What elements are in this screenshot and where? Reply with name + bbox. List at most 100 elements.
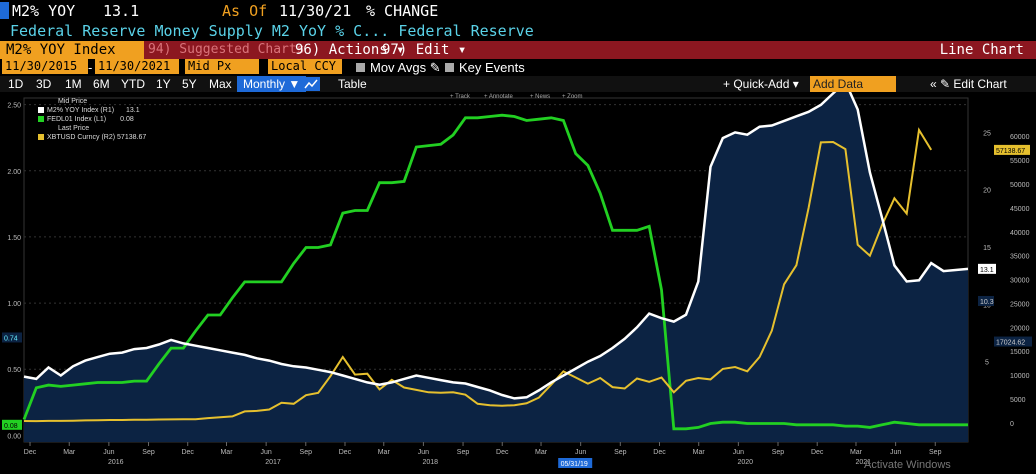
legend-swatch bbox=[38, 134, 44, 141]
period-3d[interactable]: 3D bbox=[36, 77, 52, 91]
x-month-label: Jun bbox=[260, 449, 271, 456]
right2-tick-label: 60000 bbox=[1010, 134, 1030, 141]
end-date-field[interactable]: 11/30/2021 bbox=[95, 59, 179, 74]
right2-tick-label: 40000 bbox=[1010, 230, 1030, 237]
x-month-label: Sep bbox=[614, 449, 627, 456]
fed-last-tag: 0.08 bbox=[2, 419, 22, 430]
left-marker-tag-text: 0.74 bbox=[4, 335, 18, 342]
legend-header-mid: Mid Price bbox=[58, 98, 88, 105]
currency-select[interactable]: Local CCY bbox=[268, 59, 342, 74]
x-year-label: 2017 bbox=[265, 459, 281, 466]
right2-tick-label: 25000 bbox=[1010, 301, 1030, 308]
right2-tick-label: 15000 bbox=[1010, 349, 1030, 356]
x-month-label: Mar bbox=[850, 449, 863, 456]
chart-tool-news: + News bbox=[530, 94, 550, 100]
left-tick-label: 1.00 bbox=[7, 301, 21, 308]
legend: Mid Price M2% YOY Index (R1) 13.1 FEDL01… bbox=[38, 97, 146, 142]
quick-add-button[interactable]: + Quick-Add ▾ bbox=[723, 77, 799, 91]
x-month-label: Jun bbox=[103, 449, 114, 456]
add-data-input[interactable]: Add Data bbox=[810, 76, 896, 92]
period-bar: 1D 3D 1M 6M YTD 1Y 5Y Max Monthly ▼ Tabl… bbox=[0, 76, 1036, 92]
security-field[interactable]: M2% YOY Index bbox=[0, 41, 144, 59]
x-month-label: Sep bbox=[772, 449, 785, 456]
checkbox-icon bbox=[356, 63, 365, 72]
table-button[interactable]: Table bbox=[338, 77, 367, 91]
start-date-field[interactable]: 11/30/2015 bbox=[2, 59, 88, 74]
as-of-label: As Of bbox=[222, 2, 268, 20]
right2-tick-label: 30000 bbox=[1010, 278, 1030, 285]
left-marker-tag: 0.74 bbox=[2, 332, 22, 343]
line-chart-toggle[interactable] bbox=[302, 77, 320, 91]
series-line-fed bbox=[22, 113, 968, 431]
x-month-label: Dec bbox=[653, 449, 666, 456]
series-line-m2 bbox=[23, 92, 969, 400]
x-year-label: 2018 bbox=[423, 459, 439, 466]
crosshair-date-bg bbox=[558, 458, 593, 468]
left-tick-label: 0.00 bbox=[7, 433, 21, 440]
security-description: Federal Reserve Money Supply M2 YoY % C.… bbox=[10, 22, 534, 40]
chart-tool-annotate: + Annotate bbox=[484, 94, 514, 100]
left-tick-label: 2.50 bbox=[7, 103, 21, 110]
x-month-label: Dec bbox=[339, 449, 352, 456]
period-1y[interactable]: 1Y bbox=[156, 77, 171, 91]
legend-item-fed: FEDL01 Index (L1) 0.08 bbox=[38, 115, 146, 124]
x-month-label: Jun bbox=[733, 449, 744, 456]
fed-last-tag-bg bbox=[2, 419, 22, 430]
x-month-label: Jun bbox=[890, 449, 901, 456]
r1-marker-tag-text: 10.3 bbox=[980, 299, 994, 306]
checkbox-icon bbox=[445, 63, 454, 72]
chart-tool-zoom: + Zoom bbox=[562, 94, 583, 100]
r2-marker-tag-bg bbox=[994, 336, 1032, 347]
range-bar: 11/30/2015 - 11/30/2021 Mid Px Local CCY… bbox=[0, 59, 1036, 76]
m2-last-tag-bg bbox=[978, 263, 996, 274]
price-field-select[interactable]: Mid Px bbox=[185, 59, 259, 74]
line-chart-icon bbox=[304, 79, 318, 89]
btc-last-tag-text: 57138.67 bbox=[996, 148, 1025, 155]
actions-menu[interactable]: 96) Actions ▾ bbox=[295, 42, 405, 58]
legend-item-m2: M2% YOY Index (R1) 13.1 bbox=[38, 106, 146, 115]
ticker-label: M2% YOY bbox=[12, 2, 76, 20]
right1-tick-label: 25 bbox=[983, 130, 991, 137]
frequency-select[interactable]: Monthly ▼ bbox=[237, 76, 307, 92]
period-ytd[interactable]: YTD bbox=[121, 77, 145, 91]
chart-toolbar: M2% YOY Index 94) Suggested Charts 96) A… bbox=[0, 41, 1036, 59]
chart-type-label[interactable]: Line Chart bbox=[939, 42, 1024, 58]
ticker-value: 13.1 bbox=[103, 2, 140, 20]
range-dash: - bbox=[88, 60, 93, 75]
r2-marker-tag: 17024.62 bbox=[994, 336, 1032, 347]
x-year-label: 2021 bbox=[856, 459, 872, 466]
x-month-label: Jun bbox=[575, 449, 586, 456]
x-month-label: Dec bbox=[24, 449, 37, 456]
m2-last-tag: 13.1 bbox=[978, 263, 996, 274]
x-month-label: Dec bbox=[181, 449, 194, 456]
key-events-toggle[interactable]: Key Events bbox=[445, 59, 525, 76]
period-5y[interactable]: 5Y bbox=[182, 77, 197, 91]
x-month-label: Jun bbox=[418, 449, 429, 456]
period-1m[interactable]: 1M bbox=[65, 77, 82, 91]
period-max[interactable]: Max bbox=[209, 77, 232, 91]
right2-tick-label: 10000 bbox=[1010, 373, 1030, 380]
fed-last-tag-text: 0.08 bbox=[4, 423, 18, 430]
period-6m[interactable]: 6M bbox=[93, 77, 110, 91]
series-line-btc bbox=[23, 127, 933, 423]
left-tick-label: 1.50 bbox=[7, 235, 21, 242]
r1-marker-tag-bg bbox=[978, 295, 994, 306]
right2-tick-label: 5000 bbox=[1010, 397, 1026, 404]
suggested-charts-button[interactable]: 94) Suggested Charts bbox=[148, 42, 305, 57]
change-label: % CHANGE bbox=[366, 2, 439, 20]
activate-windows-watermark: Activate Windows bbox=[864, 459, 951, 471]
chart-tool-track: + Track bbox=[450, 94, 471, 100]
x-month-label: Sep bbox=[929, 449, 942, 456]
right1-tick-label: 15 bbox=[983, 245, 991, 252]
x-month-label: Mar bbox=[220, 449, 233, 456]
edit-menu[interactable]: 97) Edit ▾ bbox=[382, 42, 467, 58]
x-month-label: Sep bbox=[457, 449, 470, 456]
x-month-label: Mar bbox=[535, 449, 548, 456]
period-1d[interactable]: 1D bbox=[8, 77, 24, 91]
mov-avgs-toggle[interactable]: Mov Avgs ✎ bbox=[356, 59, 441, 76]
btc-last-tag: 57138.67 bbox=[994, 144, 1030, 155]
right1-tick-label: 20 bbox=[983, 188, 991, 195]
m2-last-tag-text: 13.1 bbox=[980, 267, 994, 274]
x-year-label: 2020 bbox=[737, 459, 753, 466]
edit-chart-button[interactable]: « ✎ Edit Chart bbox=[930, 77, 1007, 91]
